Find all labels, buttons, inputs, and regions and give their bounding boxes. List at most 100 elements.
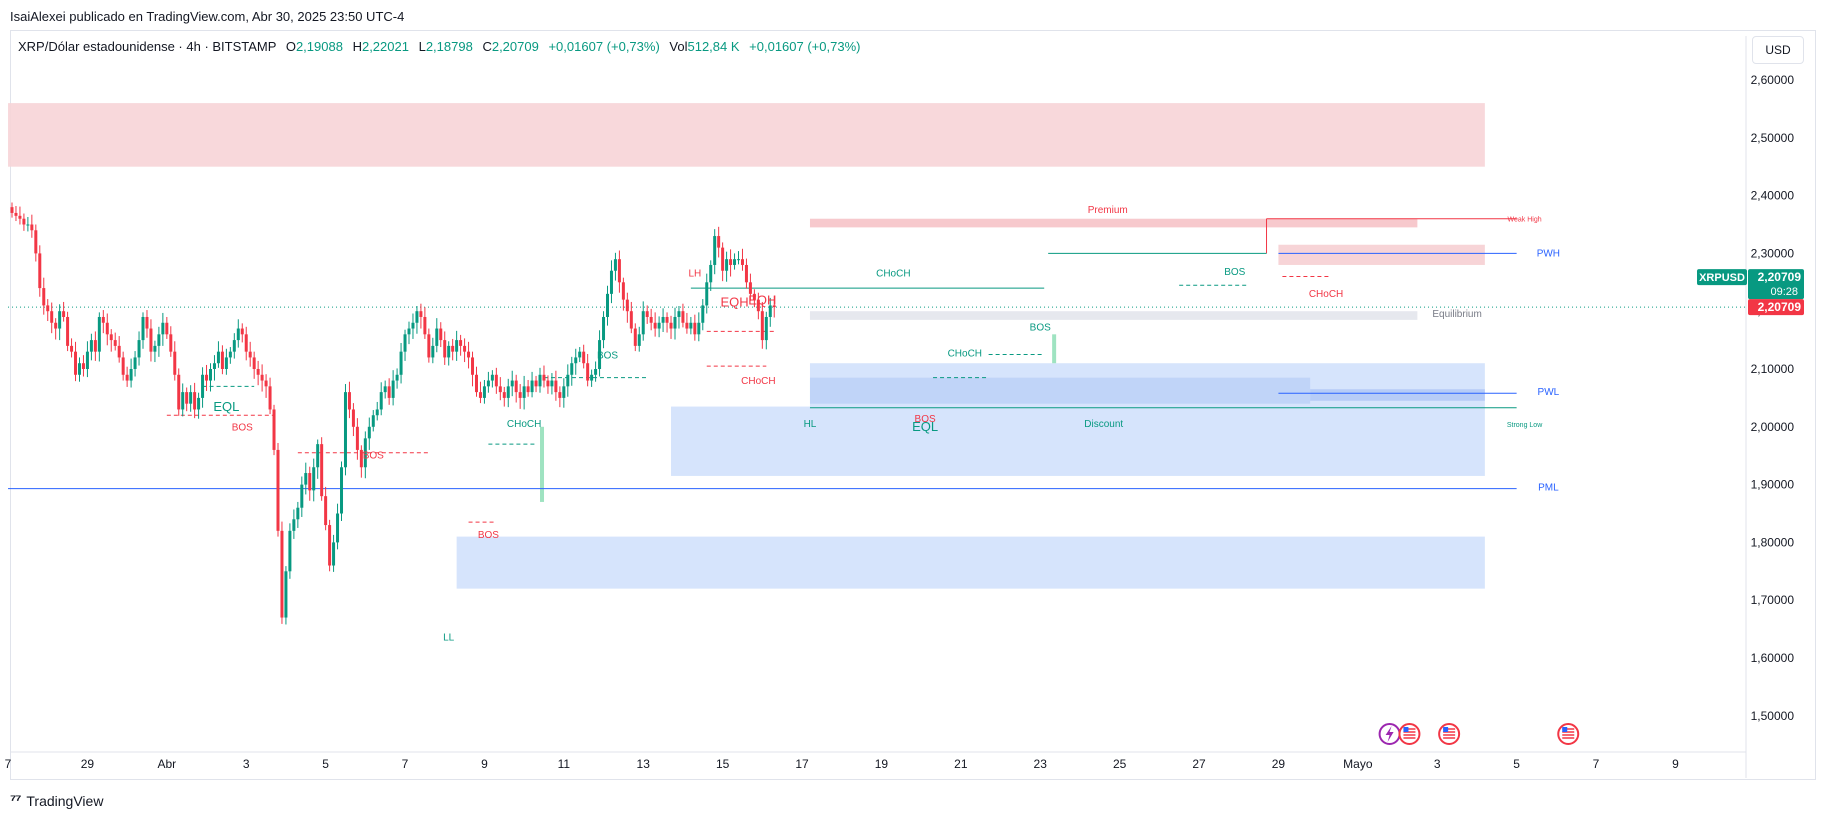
candle-body [598, 340, 602, 369]
price-axis-label: 1,50000 [1751, 709, 1795, 723]
structure-label: CHoCH [876, 269, 910, 280]
time-axis-label: 23 [1034, 757, 1048, 771]
price-badge-label: 2,20709 [1758, 270, 1802, 284]
candle-body [764, 316, 768, 341]
demand-zone [456, 536, 1485, 589]
candle-body [502, 392, 506, 398]
currency-button[interactable]: USD [1752, 36, 1804, 64]
last-price-badge [1748, 299, 1804, 316]
candle-body [316, 444, 320, 468]
candle-body [141, 316, 145, 341]
candle-body [81, 363, 85, 369]
candle-body [649, 316, 653, 323]
candle-body [558, 392, 562, 398]
structure-label: PWL [1538, 387, 1560, 398]
candle-body [300, 484, 304, 508]
candle-body [431, 345, 435, 358]
price-axis-label: 2,60000 [1751, 73, 1795, 87]
candle-body [367, 426, 371, 439]
time-axis-label: 15 [716, 757, 730, 771]
candle-body [74, 351, 78, 375]
candle-body [54, 322, 58, 329]
time-axis-label: Mayo [1343, 757, 1373, 771]
candle-body [725, 259, 729, 271]
candle-body [185, 392, 189, 404]
candle-body [89, 340, 93, 352]
structure-label: BOS [363, 451, 384, 462]
candle-body [602, 316, 606, 341]
candle-body [125, 374, 129, 381]
candle-body [232, 340, 236, 352]
candle-body [85, 351, 89, 369]
candle-body [621, 282, 625, 300]
candle-body [379, 392, 383, 410]
low-value: 2,18798 [425, 39, 473, 54]
price-badge [1748, 269, 1804, 300]
candle-body [486, 380, 490, 387]
change-value: +0,01607 (+0,73%) [548, 39, 660, 54]
candle-body [46, 305, 50, 312]
candle-body [165, 322, 169, 335]
candle-body [657, 322, 661, 329]
time-axis-label: 7 [5, 757, 12, 771]
structure-label: CHoCH [948, 348, 982, 359]
candle-body [355, 426, 359, 450]
candle-body [463, 345, 467, 352]
candle-body [97, 316, 101, 352]
candle-body [216, 351, 220, 364]
structure-label: BOS [232, 422, 253, 433]
candle-body [546, 380, 550, 387]
structure-label: BOS [597, 351, 618, 362]
supply-zone [8, 103, 1485, 167]
candle-body [455, 340, 459, 352]
candle-body [752, 293, 756, 300]
price-axis-label: 2,40000 [1751, 189, 1795, 203]
candle-body [606, 293, 609, 317]
candle-body [419, 311, 423, 317]
candle-body [387, 386, 391, 398]
candle-body [590, 374, 594, 381]
candle-body [756, 299, 760, 312]
candle-body [443, 340, 447, 358]
tradingview-logo[interactable]: ⁷⁷ TradingView [10, 792, 103, 809]
symbol-badge [1697, 269, 1747, 286]
candle-body [582, 351, 586, 364]
candle-body [713, 236, 717, 265]
candle-body [205, 374, 209, 381]
flag-canton [1403, 727, 1409, 732]
candle-body [447, 345, 451, 358]
candle-body [197, 397, 201, 410]
structure-label: BOS [1224, 267, 1245, 278]
structure-label: Equilibrium [1432, 309, 1481, 320]
structure-label: PWH [1537, 248, 1560, 259]
symbol-description[interactable]: XRP/Dólar estadounidense · 4h · BITSTAMP [18, 39, 277, 54]
candle-body [14, 212, 18, 216]
chart-frame[interactable] [10, 30, 1816, 780]
candle-body [574, 357, 578, 364]
candle-body [70, 345, 74, 352]
fvg-zone [540, 426, 545, 502]
candle-body [637, 334, 641, 346]
candle-body [280, 530, 284, 618]
time-axis-label: 13 [637, 757, 651, 771]
candle-body [308, 473, 312, 491]
candle-body [137, 340, 141, 358]
candle-body [173, 351, 177, 375]
price-axis-label: 2,10000 [1751, 362, 1795, 376]
candle-body [121, 357, 125, 375]
candle-body [62, 311, 66, 317]
candle-body [240, 328, 244, 335]
candle-body [459, 340, 463, 346]
candle-body [633, 328, 637, 346]
equilibrium-zone [809, 311, 1418, 320]
candle-body [268, 386, 272, 410]
structure-label: PML [1538, 482, 1559, 493]
structure-label: Weak High [1508, 217, 1542, 224]
candle-body [383, 386, 387, 393]
candle-body [209, 369, 212, 381]
candle-body [34, 230, 38, 254]
candle-body [554, 380, 558, 393]
structure-label: BOS [1030, 322, 1051, 333]
candle-body [625, 299, 629, 312]
